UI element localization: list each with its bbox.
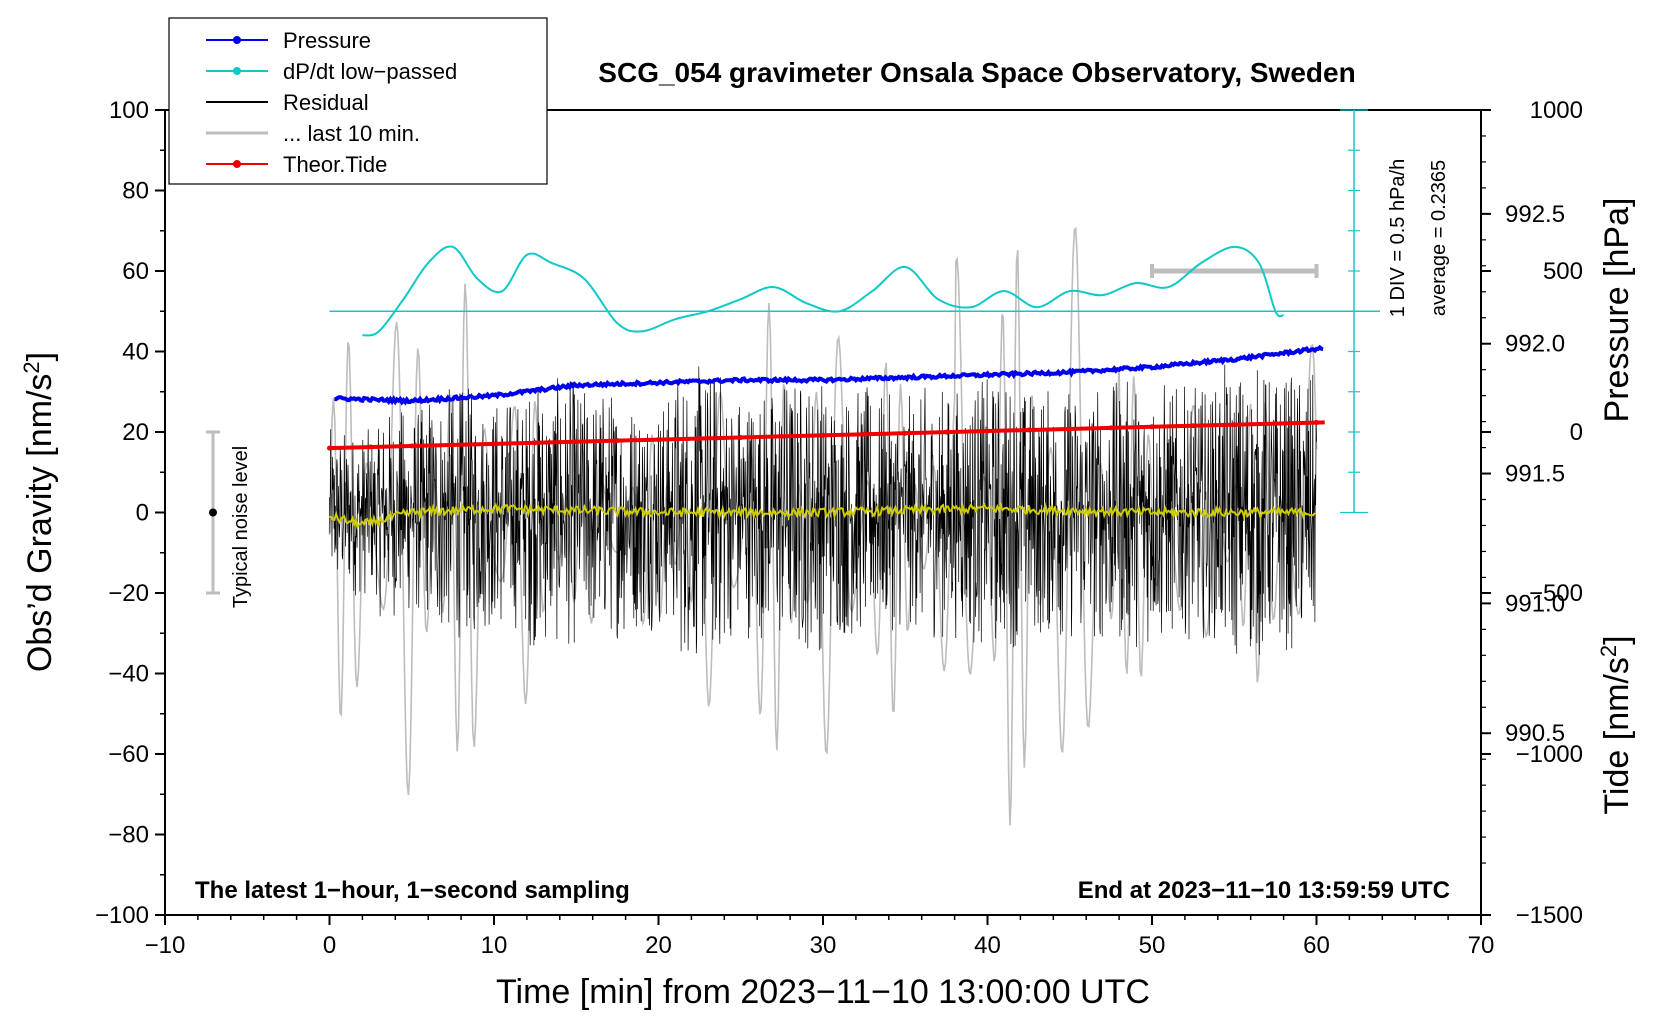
legend-marker (233, 160, 241, 168)
legend-label-dpdt: dP/dt low−passed (283, 59, 457, 84)
tide-point (1314, 420, 1319, 426)
y-left-tick-label: −80 (108, 822, 149, 849)
tide-point (450, 442, 456, 448)
dpdt-scale-bar (1340, 109, 1368, 514)
x-tick-label: 0 (323, 932, 336, 959)
residual-smoothed-series (329, 501, 1316, 530)
legend-label-tide: Theor.Tide (283, 152, 387, 177)
tide-point (491, 441, 497, 447)
scale-bar-label: 1 DIV = 0.5 hPa/h (1387, 159, 1409, 317)
axis-ticks: −10 0 10 20 30 40 50 60 70100806040200−20−40−60−… (95, 97, 1583, 959)
tide-point (532, 440, 538, 446)
tide-point (1108, 425, 1114, 431)
x-tick-label: 20 (645, 932, 672, 959)
x-tick-label: −10 (145, 932, 186, 959)
y-axis-label-left: Obs’d Gravity [nm/s2] (19, 352, 59, 672)
tide-point (327, 445, 332, 451)
tide-point (614, 438, 620, 444)
y-left-tick-label: 60 (122, 258, 149, 285)
legend: Pressure dP/dt low−passed Residual ... l… (168, 17, 548, 185)
tide-point (779, 433, 785, 439)
tide-point (902, 430, 908, 436)
tide-point (656, 437, 661, 443)
tide-point (738, 434, 744, 440)
tide-point (943, 429, 949, 435)
tide-point (985, 428, 990, 434)
y-left-tick-label: −20 (108, 580, 149, 607)
noise-bar-center (209, 508, 217, 517)
residual-series (329, 364, 1317, 656)
tide-point (1067, 426, 1073, 432)
y-tide-tick-label: 1000 (1530, 97, 1583, 124)
x-tick-label: 50 (1139, 932, 1166, 959)
y-left-tick-label: 100 (109, 97, 149, 124)
pressure-series (334, 344, 1324, 406)
residual-line (329, 364, 1317, 656)
tide-point (861, 431, 867, 437)
tide-point (820, 432, 826, 438)
tide-point (368, 444, 374, 450)
y-pressure-tick-label: 991.5 (1505, 461, 1565, 488)
y-left-tick-label: 80 (122, 178, 149, 205)
y-left-tick-label: −100 (95, 902, 149, 929)
legend-label-residual: Residual (283, 90, 369, 115)
tide-point (697, 436, 703, 442)
annotation-end-time: End at 2023−11−10 13:59:59 UTC (1078, 877, 1450, 904)
y-left-tick-label: −60 (108, 741, 149, 768)
y-pressure-tick-label: 990.5 (1505, 720, 1565, 747)
noise-level-bar (206, 430, 220, 595)
y-axis-label-pressure: Pressure [hPa] (1598, 198, 1636, 423)
tide-point (1231, 422, 1237, 428)
x-tick-label: 40 (974, 932, 1001, 959)
tide-point (1272, 421, 1278, 427)
y-tide-tick-label: −500 (1529, 580, 1583, 607)
legend-marker (233, 67, 241, 75)
y-tide-tick-label: −1500 (1516, 902, 1583, 929)
y-tide-tick-label: 0 (1570, 419, 1583, 446)
legend-marker (233, 36, 241, 44)
y-axis-label-tide: Tide [nm/s2] (1596, 635, 1636, 814)
tide-point (573, 439, 579, 445)
theoretical-tide-series (327, 420, 1325, 451)
y-pressure-tick-label: 992.0 (1505, 331, 1565, 358)
dpdt-series (329, 245, 1380, 337)
tide-point (1149, 424, 1155, 430)
x-tick-label: 10 (481, 932, 508, 959)
average-label: average = 0.2365 (1428, 160, 1450, 316)
tide-point (1026, 427, 1032, 433)
legend-label-pressure: Pressure (283, 28, 371, 53)
pressure-line (334, 344, 1324, 406)
y-tide-tick-label: −1000 (1516, 741, 1583, 768)
x-tick-label: 60 (1303, 932, 1330, 959)
x-tick-label: 30 (810, 932, 837, 959)
noise-level-label: Typical noise level (230, 446, 252, 608)
residual-smoothed-line (329, 501, 1316, 530)
annotation-sampling: The latest 1−hour, 1−second sampling (195, 877, 630, 904)
x-axis-label: Time [min] from 2023−11−10 13:00:00 UTC (496, 973, 1150, 1011)
y-left-tick-label: 20 (122, 419, 149, 446)
legend-label-last10: ... last 10 min. (283, 121, 420, 146)
chart-title: SCG_054 gravimeter Onsala Space Observat… (598, 57, 1355, 88)
tide-point (1190, 423, 1196, 429)
y-left-tick-label: 0 (136, 500, 149, 527)
dpdt-line (362, 245, 1285, 337)
y-pressure-tick-label: 991.0 (1505, 590, 1565, 617)
tide-point (409, 443, 415, 449)
x-tick-label: 70 (1468, 932, 1495, 959)
y-tide-tick-label: 500 (1543, 258, 1583, 285)
y-left-tick-label: −40 (108, 661, 149, 688)
y-pressure-tick-label: 992.5 (1505, 201, 1565, 228)
y-left-tick-label: 40 (122, 339, 149, 366)
